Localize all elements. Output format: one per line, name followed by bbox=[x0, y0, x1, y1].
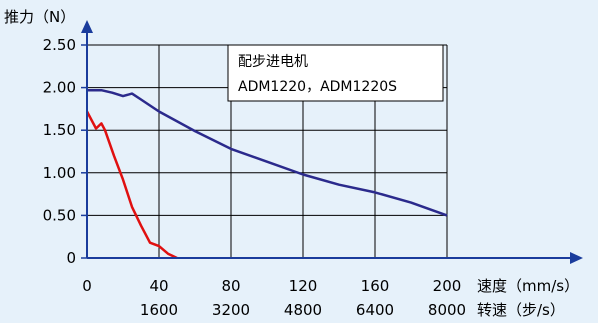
legend-line-1: 配步进电机 bbox=[238, 54, 308, 70]
chart-series bbox=[85, 88, 448, 260]
y-axis-arrow bbox=[81, 20, 93, 33]
legend-line-2: ADM1220，ADM1220S bbox=[238, 79, 397, 95]
x-axis-arrow bbox=[570, 252, 583, 264]
y-tick-label: 2.00 bbox=[43, 79, 76, 97]
series-line-2 bbox=[85, 110, 178, 260]
x2-tick-label: 6400 bbox=[356, 301, 394, 319]
x2-tick-label: 8000 bbox=[428, 301, 466, 319]
y-tick-label: 0.50 bbox=[43, 206, 76, 224]
y-tick-label: 1.00 bbox=[43, 164, 76, 182]
x-tick-label: 120 bbox=[289, 277, 318, 295]
legend-background bbox=[227, 44, 444, 102]
x-tick-label: 200 bbox=[433, 277, 462, 295]
x-axis-secondary-title: 转速（步/s） bbox=[477, 301, 565, 319]
x-axis-title: 速度（mm/s） bbox=[477, 277, 579, 295]
x2-tick-label: 3200 bbox=[212, 301, 250, 319]
x2-tick-label: 4800 bbox=[284, 301, 322, 319]
x-tick-label: 0 bbox=[82, 277, 92, 295]
chart-tick-labels: 0 0.50 1.00 1.50 2.00 2.50 0 40 1600 80 3200 120 480… bbox=[43, 36, 467, 319]
x-tick-label: 40 bbox=[149, 277, 168, 295]
chart-axes bbox=[81, 20, 583, 264]
y-tick-label: 1.50 bbox=[43, 121, 76, 139]
legend-box: 配步进电机 ADM1220，ADM1220S bbox=[227, 44, 444, 102]
y-tick-label: 0 bbox=[66, 249, 76, 267]
x-tick-label: 160 bbox=[361, 277, 390, 295]
x-tick-label: 80 bbox=[221, 277, 240, 295]
y-tick-label: 2.50 bbox=[43, 36, 76, 54]
series-line-1 bbox=[87, 88, 448, 217]
y-axis-title: 推力（N） bbox=[4, 8, 75, 26]
x2-tick-label: 1600 bbox=[140, 301, 178, 319]
